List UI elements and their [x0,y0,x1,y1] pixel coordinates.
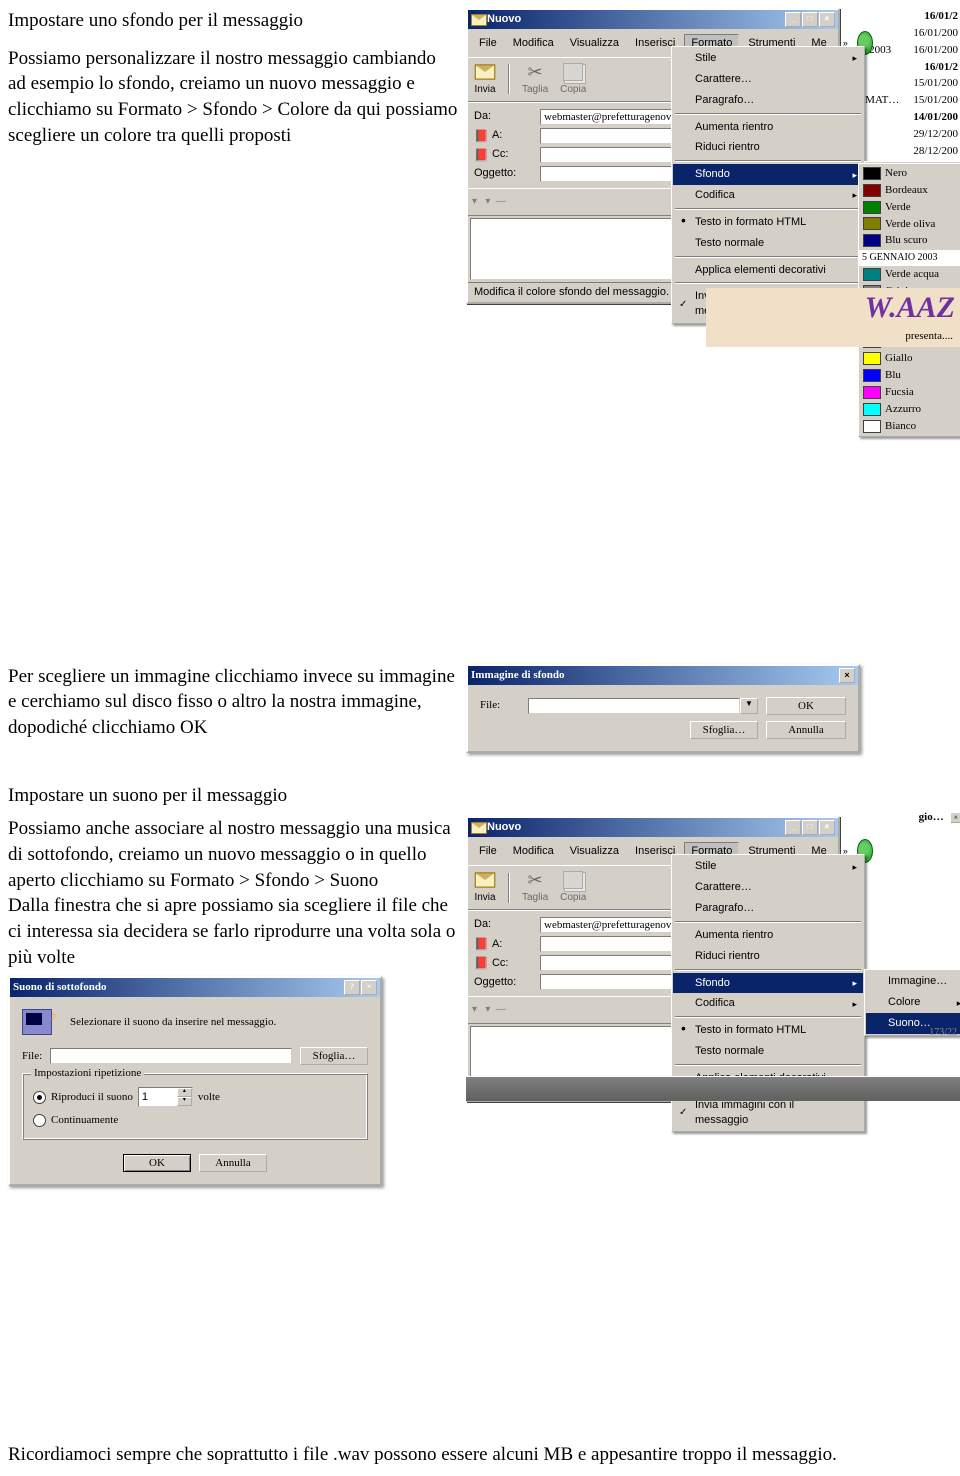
gio-cell: gio… × [919,810,960,825]
cc-label: 📕Cc: [474,147,534,163]
titlebar: Nuovo _ □ × [468,10,838,29]
section2-title: Impostare un suono per il messaggio [8,783,952,809]
color-nero[interactable]: Nero [860,165,960,182]
envelope-icon [471,14,487,26]
page-number: 173/22 [929,1026,957,1040]
img-ok-button[interactable]: OK [766,697,846,715]
img-dialog-title: Immagine di sfondo × [468,666,858,685]
envelope-icon [471,822,487,834]
color-fucsia[interactable]: Fucsia [860,384,960,401]
mi-normale[interactable]: Testo normale [673,233,863,254]
speaker-icon [22,1009,52,1035]
mi-sfondo[interactable]: Sfondo [673,164,863,185]
window-title: Nuovo [487,12,521,27]
img-annulla-button[interactable]: Annulla [766,721,846,739]
mi-paragrafo[interactable]: Paragrafo… [673,90,863,111]
section1-text: Possiamo personalizzare il nostro messag… [8,46,458,149]
radio-continuous[interactable]: Continuamente [33,1110,357,1131]
send-button[interactable]: Invia [474,870,496,905]
sound-ok-button[interactable]: OK [123,1154,191,1172]
date-text: 5 GENNAIO 2003 [858,250,960,266]
sound-file-label: File: [22,1049,42,1064]
maximize-button[interactable]: □ [802,820,818,835]
mi-riduci[interactable]: Riduci rientro [673,137,863,158]
mi-aumenta[interactable]: Aumenta rientro [673,117,863,138]
img-dialog-close[interactable]: × [839,668,855,683]
color-verde-oliva[interactable]: Verde oliva [860,216,960,233]
from-label: Da: [474,109,534,124]
maximize-button[interactable]: □ [802,12,818,27]
img-file-field[interactable] [528,698,740,714]
mi-carattere[interactable]: Carattere… [673,69,863,90]
img-file-label: File: [480,698,520,713]
waaz-text: W.AAZ [706,288,960,329]
copy-button[interactable]: Copia [560,62,586,97]
mi-sfondo-2[interactable]: Sfondo [673,973,863,994]
section2b-text: Ricordiamoci sempre che soprattutto i fi… [8,1442,952,1468]
img-sfoglia-button[interactable]: Sfoglia… [690,721,758,739]
image-dialog: Immagine di sfondo × File: ▼ OK Sfoglia…… [466,664,860,753]
sound-help-button[interactable]: ? [344,980,360,995]
subject-label: Oggetto: [474,166,534,181]
repeat-count[interactable]: ▴▾ [138,1087,193,1107]
mi-codifica[interactable]: Codifica [673,185,863,206]
close-button[interactable]: × [819,12,835,27]
mi-html[interactable]: Testo in formato HTML [673,212,863,233]
section2-text: Possiamo anche associare al nostro messa… [8,816,458,970]
window-buttons: _ □ × [785,12,835,27]
sound-annulla-button[interactable]: Annulla [199,1154,267,1172]
cut-button[interactable]: ✂ Taglia [522,62,548,97]
sound-sfoglia-button[interactable]: Sfoglia… [300,1047,368,1065]
sound-instruction: Selezionare il suono da inserire nel mes… [70,1015,276,1030]
presenta-text: presenta.... [706,329,960,348]
color-giallo[interactable]: Giallo [860,350,960,367]
repeat-legend: Impostazioni ripetizione [31,1066,144,1081]
mi-decorativi[interactable]: Applica elementi decorativi [673,260,863,281]
new-message-window: Nuovo _ □ × File Modifica Visualizza Ins… [466,8,840,304]
minimize-button[interactable]: _ [785,820,801,835]
color-verde[interactable]: Verde [860,199,960,216]
send-button[interactable]: Invia [474,62,496,97]
sound-close-button[interactable]: × [361,980,377,995]
new-message-window-2: Nuovo _ □ × File Modifica Visualizza Ins… [466,816,840,1102]
color-blu[interactable]: Blu [860,367,960,384]
close-button[interactable]: × [819,820,835,835]
sound-dialog: Suono di sottofondo ?× Selezionare il su… [8,976,382,1186]
repeat-groupbox: Impostazioni ripetizione Riproduci il su… [22,1073,368,1140]
color-verde-acqua[interactable]: Verde acqua [860,266,960,283]
menu-visualizza[interactable]: Visualizza [563,34,626,53]
color-bianco[interactable]: Bianco [860,418,960,435]
menu-file[interactable]: File [472,34,504,53]
color-bordeaux[interactable]: Bordeaux [860,182,960,199]
section1b-text: Per scegliere un immagine clicchiamo inv… [8,664,458,741]
section1-title: Impostare uno sfondo per il messaggio [8,8,458,34]
formato-dropdown: Stile Carattere… Paragrafo… Aumenta rien… [671,46,865,324]
menu-modifica[interactable]: Modifica [506,34,561,53]
color-azzurro[interactable]: Azzurro [860,401,960,418]
mi-stile[interactable]: Stile [673,48,863,69]
sound-file-field[interactable] [50,1048,292,1064]
radio-repeat-n[interactable]: Riproduci il suono ▴▾ volte [33,1084,357,1110]
minimize-button[interactable]: _ [785,12,801,27]
color-blu-scuro[interactable]: Blu scuro [860,232,960,249]
img-file-dropdown[interactable]: ▼ [740,698,758,714]
sound-dialog-title: Suono di sottofondo ?× [10,978,380,997]
to-label: 📕A: [474,128,534,144]
